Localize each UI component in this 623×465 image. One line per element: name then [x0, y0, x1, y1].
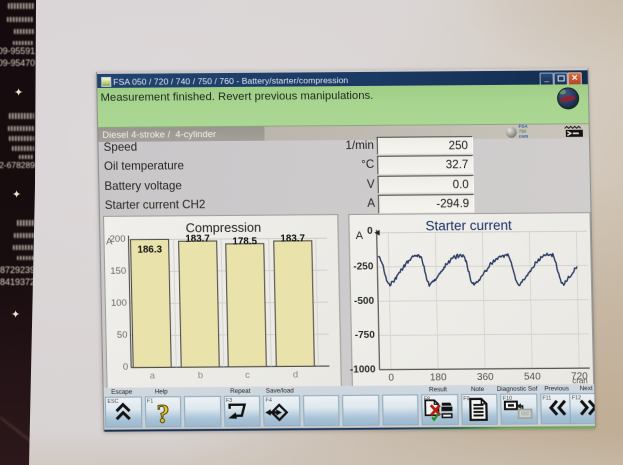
- svg-text:A: A: [356, 230, 364, 242]
- svg-text:b: b: [198, 370, 204, 381]
- svg-text:183.7: 183.7: [185, 233, 210, 244]
- svg-text:-1000: -1000: [350, 364, 376, 375]
- svg-text:-500: -500: [354, 296, 375, 307]
- svg-text:A: A: [106, 236, 113, 247]
- svg-text:?: ?: [156, 399, 170, 426]
- svg-text:150: 150: [110, 266, 126, 277]
- svg-text:-250: -250: [353, 261, 374, 272]
- svg-text:200: 200: [110, 234, 126, 245]
- svg-text:0: 0: [389, 372, 395, 383]
- svg-text:178.5: 178.5: [233, 236, 258, 247]
- svg-text:c: c: [245, 370, 250, 381]
- svg-text:d: d: [293, 369, 299, 380]
- svg-text:cran: cran: [572, 376, 588, 385]
- svg-text:a: a: [150, 370, 156, 381]
- svg-text:720: 720: [571, 371, 588, 382]
- svg-text:183.7: 183.7: [281, 233, 306, 244]
- svg-text:186.3: 186.3: [138, 244, 163, 255]
- svg-text:180: 180: [430, 372, 447, 383]
- svg-text:-750: -750: [355, 330, 376, 341]
- svg-text:Starter current: Starter current: [426, 218, 513, 234]
- svg-text:50: 50: [117, 330, 128, 341]
- svg-text:540: 540: [524, 371, 541, 382]
- svg-text:100: 100: [111, 298, 127, 309]
- svg-text:0: 0: [367, 226, 373, 237]
- svg-text:0: 0: [123, 361, 129, 372]
- svg-text:Compression: Compression: [186, 220, 262, 236]
- svg-text:360: 360: [477, 372, 494, 383]
